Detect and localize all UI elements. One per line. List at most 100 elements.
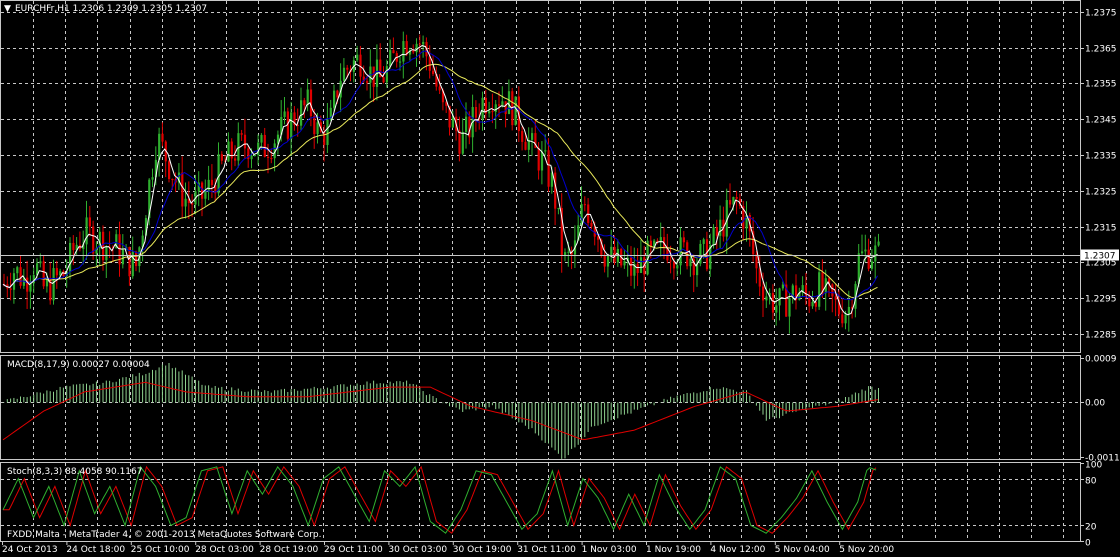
candle-bull [646, 240, 649, 275]
candle-bear [504, 101, 507, 115]
candle-bull [105, 246, 108, 261]
candle-bear [666, 246, 669, 261]
candle-bull [488, 111, 491, 114]
candle-bull [422, 41, 425, 45]
candle-bull [257, 142, 260, 155]
macd-y-tick-label: 0.00 [1085, 399, 1105, 409]
candle-bear [210, 179, 214, 186]
candle-bear [669, 260, 672, 262]
candle-bear [808, 295, 811, 307]
candle-bear [600, 239, 603, 255]
y-tick-label: 1.2355 [1085, 80, 1117, 90]
candle-bear [537, 147, 540, 171]
candle-bear [313, 116, 316, 135]
candle-bull [177, 172, 181, 183]
stoch-y-tick-label: 20 [1085, 523, 1097, 533]
candle-bull [732, 197, 735, 205]
candle-bull [811, 302, 814, 307]
price-panel[interactable] [1, 31, 1080, 334]
candle-bull [65, 271, 68, 277]
y-axis: 1.2375 1.2365 1.2355 1.2345 1.2335 1.2325 1.23… [1080, 9, 1120, 549]
candle-bull [451, 116, 454, 128]
candle-bear [762, 286, 765, 301]
candle-bear [128, 247, 131, 277]
candle-bear [135, 251, 138, 267]
candle-bear [214, 185, 217, 194]
candle-bull [158, 133, 161, 160]
candle-bull [82, 244, 85, 250]
candle-bull [494, 104, 497, 112]
candle-bull [696, 263, 699, 276]
dropdown-triangle-icon[interactable]: ▼ [4, 4, 11, 14]
candle-bull [197, 182, 200, 192]
candle-bull [339, 80, 342, 98]
x-tick-label: 30 Oct 19:00 [453, 545, 512, 555]
candle-bear [511, 91, 514, 126]
candle-bear [243, 134, 247, 149]
candle-bear [346, 67, 349, 70]
candle-bull [577, 225, 580, 241]
candle-bear [593, 226, 596, 237]
candle-bull [564, 252, 567, 256]
candle-bear [867, 249, 870, 269]
stoch-panel[interactable] [2, 465, 877, 534]
candle-bear [735, 197, 738, 199]
candle-bear [118, 234, 121, 265]
candle-bear [428, 56, 431, 71]
candle-bull [356, 54, 359, 61]
candle-bull [712, 227, 715, 246]
candle-bull [389, 50, 392, 67]
candle-bear [828, 278, 831, 285]
x-tick-label: 28 Oct 19:00 [260, 545, 319, 555]
candle-bull [207, 179, 210, 192]
candle-bear [102, 231, 105, 261]
candle-bull [580, 204, 583, 226]
candle-bear [534, 133, 537, 148]
candle-bear [521, 131, 524, 142]
candle-bull [676, 265, 679, 269]
candle-bear [62, 271, 65, 277]
candle-bear [834, 296, 837, 300]
candle-bull [273, 143, 276, 159]
candle-bull [385, 66, 388, 83]
candle-bear [692, 258, 695, 276]
macd-panel-frame [0, 355, 1081, 460]
macd-panel[interactable] [2, 363, 879, 459]
x-tick-label: 5 Nov 20:00 [839, 545, 894, 555]
candle-bull [861, 251, 864, 254]
candle-bear [92, 226, 95, 254]
panel-borders [0, 0, 1081, 542]
candle-bull [98, 231, 101, 249]
candle-bear [613, 246, 616, 263]
candle-bear [435, 73, 438, 87]
grid [1, 1, 1080, 541]
y-tick-label: 1.2345 [1085, 116, 1117, 126]
stoch-header: Stoch(8,3,3) 88.4058 90.1167 [7, 467, 142, 477]
candle-bear [814, 302, 817, 307]
candle-bull [283, 111, 286, 118]
candle-bull [184, 198, 187, 207]
candle-bull [639, 257, 643, 273]
candle-bull [531, 133, 534, 140]
candle-bear [656, 240, 659, 243]
price-panel-frame [0, 0, 1081, 353]
stoch-panel-frame [0, 462, 1081, 542]
candle-bull [69, 242, 72, 272]
candle-bull [527, 139, 530, 150]
candle-bull [154, 159, 157, 178]
copyright-text: FXDD Malta - MetaTrader 4, © 2001-2013 M… [7, 530, 322, 540]
current-price-label: 1.2307 [1084, 252, 1116, 262]
candle-bull [253, 154, 256, 156]
candle-bear [851, 306, 854, 309]
macd-signal-line [2, 381, 879, 441]
candle-bear [837, 299, 841, 315]
candle-bear [418, 43, 421, 45]
candle-bear [336, 90, 339, 98]
candle-bull [775, 305, 778, 313]
candle-bull [788, 297, 791, 317]
candle-bull [32, 275, 35, 284]
candle-bear [742, 206, 745, 229]
candle-bear [55, 268, 58, 276]
